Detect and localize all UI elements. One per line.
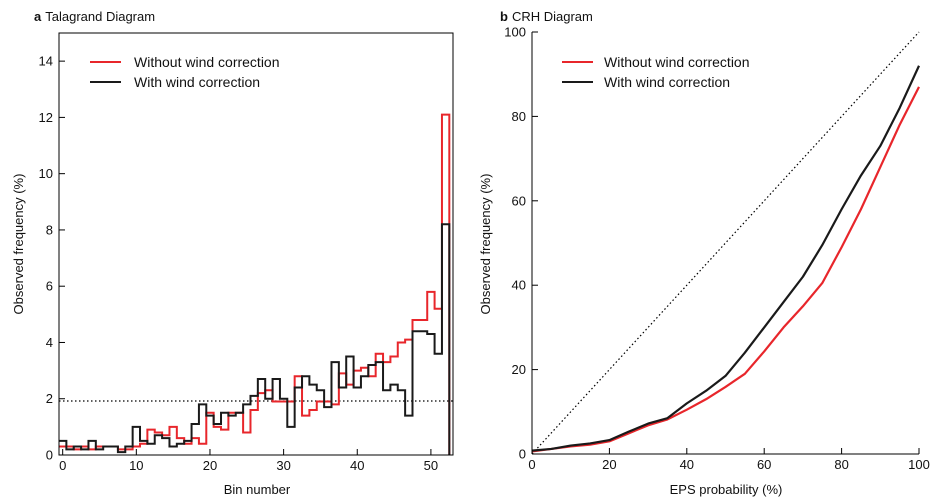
crh-x-tick-label: 20 bbox=[602, 457, 616, 472]
crh-series-without-wind-correction bbox=[531, 86, 920, 453]
talagrand-legend: Without wind correction With wind correct… bbox=[90, 54, 280, 90]
crh-x-tick-label: 40 bbox=[680, 457, 694, 472]
crh-title-text: CRH Diagram bbox=[512, 9, 593, 24]
crh-x-tick-label: 60 bbox=[757, 457, 771, 472]
crh-diagonal-line bbox=[531, 31, 920, 455]
crh-y-tick-label: 60 bbox=[512, 193, 526, 208]
crh-legend-label: With wind correction bbox=[604, 74, 730, 90]
talagrand-x-tick-label: 40 bbox=[350, 458, 364, 473]
talagrand-legend-label: Without wind correction bbox=[134, 54, 280, 70]
talagrand-y-tick-label: 0 bbox=[46, 448, 53, 463]
talagrand-y-tick-label: 8 bbox=[46, 222, 53, 237]
talagrand-x-axis-label: Bin number bbox=[224, 482, 291, 497]
talagrand-x-tick-label: 50 bbox=[424, 458, 438, 473]
talagrand-x-tick-label: 20 bbox=[203, 458, 217, 473]
talagrand-series-without-wind-correction bbox=[59, 113, 451, 455]
crh-legend: Without wind correction With wind correct… bbox=[562, 54, 750, 90]
talagrand-x-tick-label: 0 bbox=[59, 458, 66, 473]
crh-ticks: 0 20 40 60 80 100 0 20 40 60 80 100 bbox=[504, 25, 930, 473]
talagrand-plot-frame bbox=[58, 32, 454, 456]
talagrand-panel-letter: a bbox=[34, 9, 42, 24]
talagrand-y-tick-label: 4 bbox=[46, 335, 53, 350]
talagrand-y-tick-label: 10 bbox=[39, 166, 53, 181]
talagrand-y-tick-label: 6 bbox=[46, 279, 53, 294]
crh-x-axis-label: EPS probability (%) bbox=[670, 482, 783, 497]
crh-series bbox=[531, 65, 920, 453]
crh-title: b CRH Diagram bbox=[500, 9, 593, 24]
talagrand-x-tick-label: 10 bbox=[129, 458, 143, 473]
crh-y-tick-label: 0 bbox=[519, 447, 526, 462]
talagrand-title-text: Talagrand Diagram bbox=[45, 9, 155, 24]
crh-y-tick-label: 40 bbox=[512, 278, 526, 293]
crh-y-tick-label: 80 bbox=[512, 109, 526, 124]
crh-axes bbox=[531, 32, 919, 455]
talagrand-panel: a Talagrand Diagram Observed frequency (%… bbox=[11, 9, 454, 497]
talagrand-y-tick-label: 12 bbox=[39, 110, 53, 125]
crh-legend-label: Without wind correction bbox=[604, 54, 750, 70]
crh-y-axis-label: Observed frequency (%) bbox=[478, 174, 493, 315]
crh-x-tick-label: 100 bbox=[908, 457, 930, 472]
talagrand-y-tick-label: 2 bbox=[46, 391, 53, 406]
talagrand-ticks: 0 10 20 30 40 50 0 2 4 6 8 10 12 14 bbox=[39, 54, 439, 473]
talagrand-series bbox=[59, 113, 451, 455]
crh-y-tick-label: 20 bbox=[512, 362, 526, 377]
talagrand-title: a Talagrand Diagram bbox=[34, 9, 155, 24]
crh-x-tick-label: 0 bbox=[528, 457, 535, 472]
crh-y-tick-label: 100 bbox=[504, 25, 526, 40]
talagrand-x-tick-label: 30 bbox=[276, 458, 290, 473]
talagrand-y-tick-label: 14 bbox=[39, 54, 53, 69]
talagrand-legend-label: With wind correction bbox=[134, 74, 260, 90]
crh-perfect-calibration-line bbox=[531, 31, 920, 455]
crh-x-tick-label: 80 bbox=[834, 457, 848, 472]
crh-panel-letter: b bbox=[500, 9, 508, 24]
crh-series-with-wind-correction bbox=[531, 65, 920, 452]
talagrand-series-with-wind-correction bbox=[59, 223, 451, 455]
crh-panel: b CRH Diagram Observed frequency (%) EPS … bbox=[478, 9, 930, 497]
talagrand-y-axis-label: Observed frequency (%) bbox=[11, 174, 26, 315]
